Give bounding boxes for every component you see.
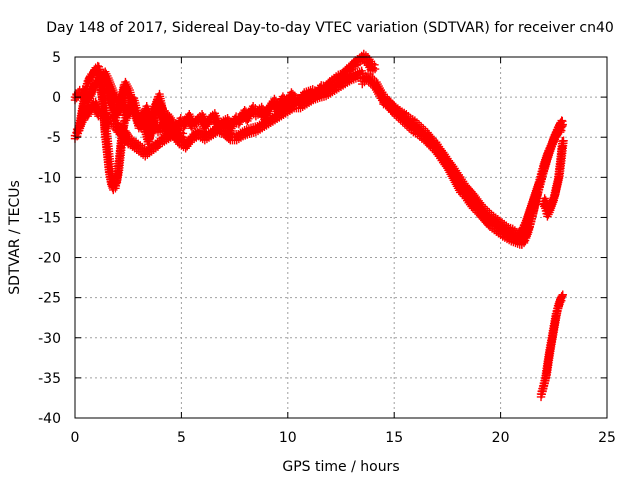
data-point bbox=[558, 121, 567, 131]
y-tick-label: -15 bbox=[38, 210, 61, 226]
x-tick-label: 20 bbox=[492, 430, 510, 446]
data-point bbox=[557, 126, 566, 135]
chart-title: Day 148 of 2017, Sidereal Day-to-day VTE… bbox=[46, 20, 614, 36]
y-tick-label: -25 bbox=[38, 291, 61, 307]
y-tick-label: -30 bbox=[38, 331, 61, 347]
data-point bbox=[112, 126, 121, 135]
data-point bbox=[558, 137, 567, 146]
x-tick-label: 5 bbox=[177, 430, 186, 446]
y-tick-label: -35 bbox=[38, 371, 61, 387]
x-axis-label: GPS time / hours bbox=[282, 459, 399, 475]
data-points bbox=[70, 49, 568, 402]
series-track-k bbox=[538, 136, 568, 221]
y-tick-label: -10 bbox=[38, 170, 61, 186]
series-track-l bbox=[536, 290, 567, 402]
series-track-e bbox=[145, 49, 380, 141]
plot-frame bbox=[74, 56, 608, 419]
data-point bbox=[557, 296, 566, 305]
y-tick-label: -20 bbox=[38, 251, 61, 267]
data-point bbox=[322, 84, 332, 94]
series-track-h bbox=[379, 93, 529, 245]
x-tick-label: 15 bbox=[385, 430, 403, 446]
x-tick-label: 0 bbox=[71, 430, 80, 446]
y-tick-label: 0 bbox=[52, 90, 61, 106]
data-point bbox=[558, 291, 567, 301]
x-tick-label: 25 bbox=[598, 430, 616, 446]
series-track-j bbox=[515, 120, 567, 241]
y-tick-label: -40 bbox=[38, 411, 61, 427]
data-point bbox=[552, 131, 562, 140]
y-tick-label: 5 bbox=[52, 50, 61, 66]
data-point bbox=[179, 133, 188, 142]
data-point bbox=[224, 134, 233, 144]
y-axis-label: SDTVAR / TECUs bbox=[7, 180, 23, 295]
data-point bbox=[555, 127, 565, 137]
data-point bbox=[555, 298, 565, 307]
data-point bbox=[339, 71, 349, 81]
series-track-f bbox=[102, 77, 188, 144]
axis-ticks: 0 5 10 15 20 25 5 0 -5 -10 -15 -20 -25 -30 -35 -40 bbox=[38, 50, 616, 446]
y-tick-label: -5 bbox=[47, 130, 61, 146]
data-point bbox=[370, 64, 380, 74]
x-tick-label: 10 bbox=[279, 430, 297, 446]
